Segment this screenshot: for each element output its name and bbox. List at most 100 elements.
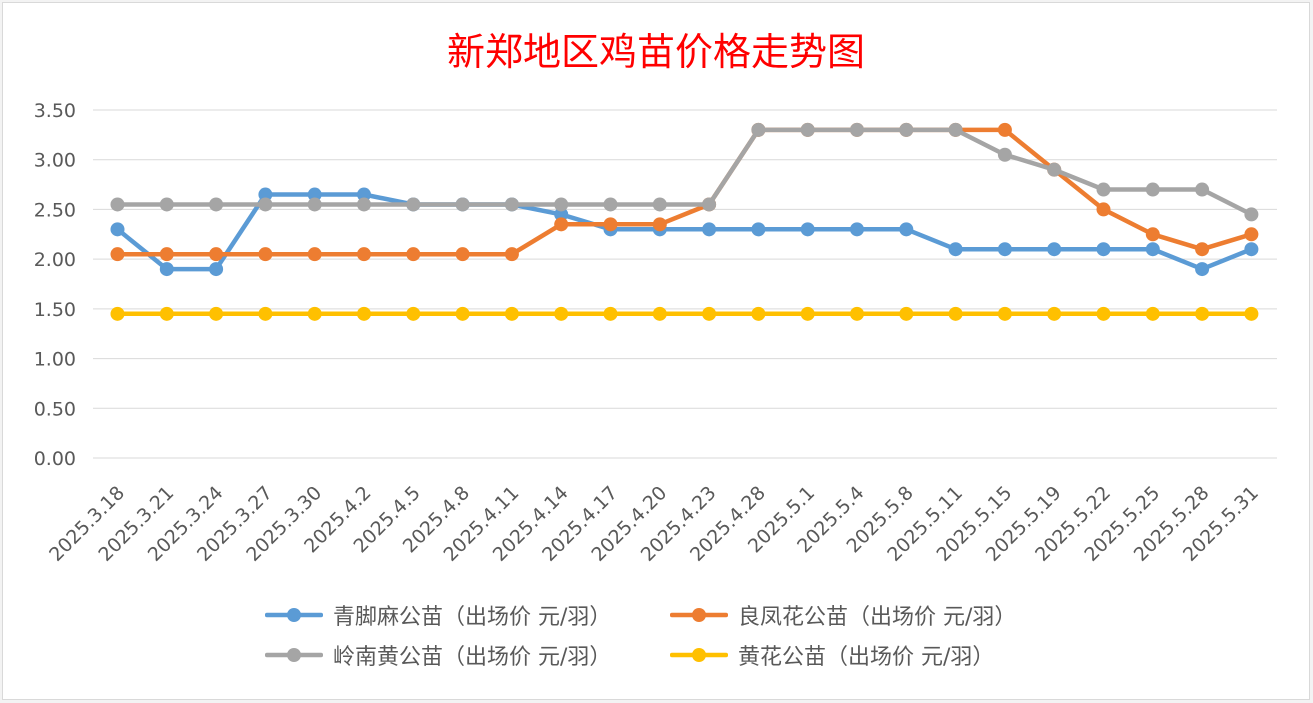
data-point <box>209 247 224 262</box>
data-point <box>702 222 717 237</box>
data-point <box>751 122 766 137</box>
data-point <box>751 306 766 321</box>
series-2 <box>110 122 1259 222</box>
data-point <box>997 147 1012 162</box>
legend-item: 青脚麻公苗（出场价 元/羽） <box>265 598 611 632</box>
data-point <box>800 222 815 237</box>
data-point <box>110 197 125 212</box>
data-point <box>258 306 273 321</box>
legend-swatch <box>265 608 323 622</box>
data-point <box>850 222 864 237</box>
y-tick-label: 1.00 <box>34 349 76 371</box>
data-point <box>307 247 322 262</box>
data-point <box>554 197 569 212</box>
data-point <box>1145 306 1160 321</box>
data-point <box>1145 227 1160 242</box>
y-tick-label: 3.50 <box>34 100 76 122</box>
legend-label: 岭南黄公苗（出场价 元/羽） <box>333 645 612 670</box>
data-point <box>455 197 470 212</box>
data-point <box>357 197 371 212</box>
data-point <box>948 242 963 257</box>
data-point <box>1145 242 1160 257</box>
chart-title: 新郑地区鸡苗价格走势图 <box>446 30 865 74</box>
legend-label: 青脚麻公苗（出场价 元/羽） <box>333 605 612 630</box>
data-point <box>1195 242 1210 257</box>
data-point <box>406 247 421 262</box>
data-point <box>800 122 815 137</box>
legend-label: 良凤花公苗（出场价 元/羽） <box>738 605 1017 630</box>
data-point <box>1145 182 1160 197</box>
data-point <box>1096 202 1111 217</box>
data-point <box>455 247 470 262</box>
series-lines <box>110 122 1259 321</box>
data-point <box>1047 242 1062 257</box>
data-point <box>357 187 371 202</box>
data-point <box>406 306 421 321</box>
data-point <box>652 217 667 232</box>
series-3 <box>110 306 1259 321</box>
data-point <box>209 306 224 321</box>
data-point <box>258 197 273 212</box>
y-tick-label: 3.00 <box>34 150 76 172</box>
data-point <box>307 306 322 321</box>
data-point <box>652 197 667 212</box>
y-tick-label: 0.00 <box>34 448 76 470</box>
data-point <box>997 306 1012 321</box>
data-point <box>406 197 421 212</box>
data-point <box>209 262 224 277</box>
data-point <box>603 197 618 212</box>
y-axis-tick-labels: 0.00 0.50 1.00 1.50 2.00 2.50 3.00 3.50 <box>34 100 76 470</box>
data-point <box>603 217 618 232</box>
data-point <box>554 306 569 321</box>
data-point <box>899 306 914 321</box>
data-point <box>357 306 371 321</box>
series-1 <box>110 122 1259 262</box>
data-point <box>652 306 667 321</box>
data-point <box>702 197 717 212</box>
data-point <box>110 247 125 262</box>
data-point <box>1047 306 1062 321</box>
y-tick-label: 2.00 <box>34 249 76 271</box>
data-point <box>1244 207 1259 222</box>
gridlines <box>93 109 1277 459</box>
y-tick-label: 0.50 <box>34 398 76 420</box>
data-point <box>899 122 914 137</box>
data-point <box>504 197 519 212</box>
data-point <box>110 306 125 321</box>
series-line <box>115 127 1254 257</box>
data-point <box>554 207 569 222</box>
data-point <box>258 187 273 202</box>
y-tick-label: 2.50 <box>34 199 76 221</box>
data-point <box>159 247 174 262</box>
data-point <box>751 222 766 237</box>
legend-item: 黄花公苗（出场价 元/羽） <box>670 638 994 672</box>
data-point <box>800 306 815 321</box>
data-point <box>1096 242 1111 257</box>
data-point <box>554 217 569 232</box>
legend-item: 良凤花公苗（出场价 元/羽） <box>670 598 1016 632</box>
data-point <box>1244 306 1259 321</box>
legend-item: 岭南黄公苗（出场价 元/羽） <box>265 638 611 672</box>
series-line <box>115 192 1254 272</box>
data-point <box>997 242 1012 257</box>
data-point <box>357 247 371 262</box>
data-point <box>504 247 519 262</box>
data-point <box>1195 262 1210 277</box>
data-point <box>1244 227 1259 242</box>
data-point <box>1096 306 1111 321</box>
data-point <box>850 122 864 137</box>
legend-swatch <box>265 648 323 662</box>
data-point <box>455 306 470 321</box>
data-point <box>997 122 1012 137</box>
y-tick-label: 1.50 <box>34 299 76 321</box>
series-0 <box>110 187 1259 277</box>
data-point <box>948 306 963 321</box>
data-point <box>1096 182 1111 197</box>
data-point <box>159 262 174 277</box>
data-point <box>1195 306 1210 321</box>
data-point <box>307 187 322 202</box>
data-point <box>603 306 618 321</box>
data-point <box>850 306 864 321</box>
data-point <box>702 306 717 321</box>
